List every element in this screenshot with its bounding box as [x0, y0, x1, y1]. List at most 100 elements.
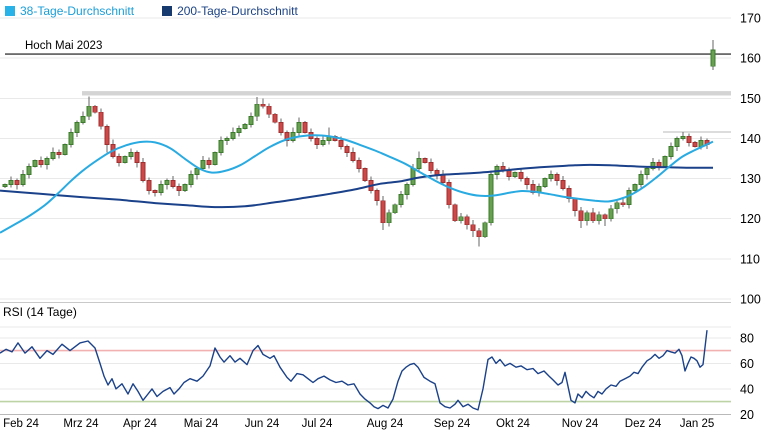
y-axis-tick-label: 120: [740, 212, 761, 226]
candle-down: [56, 152, 62, 155]
candle-down: [302, 122, 308, 133]
candle-down: [560, 180, 566, 190]
candle-down: [284, 131, 290, 141]
candle-up: [122, 156, 128, 163]
candle-up: [596, 214, 602, 222]
x-axis-label: Jan 25: [680, 418, 715, 430]
candle-down: [572, 198, 578, 212]
ma38-swatch-icon: [5, 6, 15, 16]
candle-up: [386, 212, 392, 224]
candle-up: [482, 222, 488, 238]
candle-down: [620, 202, 626, 206]
candle-up: [614, 202, 620, 210]
candle-down: [428, 162, 434, 171]
candle-down: [506, 170, 512, 177]
candle-down: [266, 105, 272, 115]
candle-up: [212, 152, 218, 165]
legend-item-ma38: 38-Tage-Durchschnitt: [5, 4, 134, 18]
candle-down: [134, 152, 140, 163]
candle-up: [86, 105, 92, 117]
candle-down: [362, 168, 368, 181]
candle-up: [242, 124, 248, 129]
candle-up: [44, 158, 50, 165]
candle-down: [464, 216, 470, 226]
high-may-2023-annotation: Hoch Mai 2023: [25, 40, 103, 52]
candle-down: [692, 141, 698, 147]
candle-up: [50, 152, 56, 159]
candle-up: [650, 162, 656, 169]
candle-up: [710, 49, 716, 67]
candle-up: [158, 184, 164, 194]
chart-legend: 38-Tage-Durchschnitt 200-Tage-Durchschni…: [5, 3, 298, 19]
y-axis-tick-label: 150: [740, 92, 761, 106]
y-axis-tick-label: 140: [740, 132, 761, 146]
candle-down: [278, 122, 284, 133]
candle-down: [140, 162, 146, 182]
resistance-band: [82, 91, 731, 96]
candle-up: [680, 135, 686, 139]
candle-down: [38, 160, 44, 165]
candle-down: [350, 152, 356, 161]
candle-up: [194, 168, 200, 175]
y-axis-tick-label: 130: [740, 172, 761, 186]
rsi-pane-title: RSI (14 Tage): [3, 305, 77, 319]
candle-down: [554, 174, 560, 182]
x-axis-label: Sep 24: [434, 418, 471, 430]
candle-up: [674, 137, 680, 147]
rsi-axis-tick-label: 80: [740, 331, 754, 345]
candle-up: [290, 131, 296, 141]
candle-up: [188, 174, 194, 186]
ma38-line: [0, 134, 714, 234]
x-axis-label: Mai 24: [184, 418, 219, 430]
candle-up: [608, 208, 614, 220]
candle-up: [410, 168, 416, 186]
rsi-line: [0, 330, 708, 411]
y-axis-tick-label: 110: [740, 252, 760, 266]
candle-down: [452, 204, 458, 222]
candle-up: [20, 174, 26, 186]
rsi-axis-tick-label: 20: [740, 408, 754, 422]
candle-up: [404, 184, 410, 196]
ma200-swatch-icon: [162, 6, 173, 16]
candle-up: [200, 160, 206, 169]
x-axis-label: Aug 24: [367, 418, 404, 430]
x-axis-label: Jun 24: [245, 418, 280, 430]
x-axis-label: Dez 24: [625, 418, 662, 430]
candle-down: [476, 230, 482, 238]
candle-up: [68, 131, 74, 145]
candle-up: [542, 178, 548, 188]
candle-down: [92, 105, 98, 113]
candle-down: [314, 137, 320, 145]
candle-up: [254, 103, 260, 117]
legend-item-ma200: 200-Tage-Durchschnitt: [162, 4, 298, 18]
candle-down: [14, 180, 20, 186]
candle-up: [488, 174, 494, 224]
candle-down: [518, 172, 524, 180]
candle-up: [218, 139, 224, 153]
candle-up: [182, 184, 188, 192]
candle-up: [626, 190, 632, 206]
rsi-axis-tick-label: 40: [740, 382, 754, 396]
candle-up: [584, 212, 590, 222]
ma200-line: [0, 163, 714, 209]
candle-up: [74, 122, 80, 133]
candle-down: [104, 126, 110, 145]
candle-up: [32, 160, 38, 167]
candle-down: [344, 146, 350, 153]
candle-down: [446, 182, 452, 206]
candle-down: [176, 186, 182, 192]
candle-up: [128, 152, 134, 157]
candle-down: [374, 190, 380, 202]
candle-down: [422, 158, 428, 163]
candle-up: [632, 184, 638, 192]
x-axis-label: Jul 24: [302, 418, 333, 430]
x-axis-label: Feb 24: [3, 418, 39, 430]
candle-down: [356, 160, 362, 169]
candle-down: [98, 111, 104, 127]
candle-down: [260, 103, 266, 107]
candle-up: [392, 204, 398, 214]
candle-down: [338, 139, 344, 147]
legend-label-ma38: 38-Tage-Durchschnitt: [20, 4, 135, 18]
